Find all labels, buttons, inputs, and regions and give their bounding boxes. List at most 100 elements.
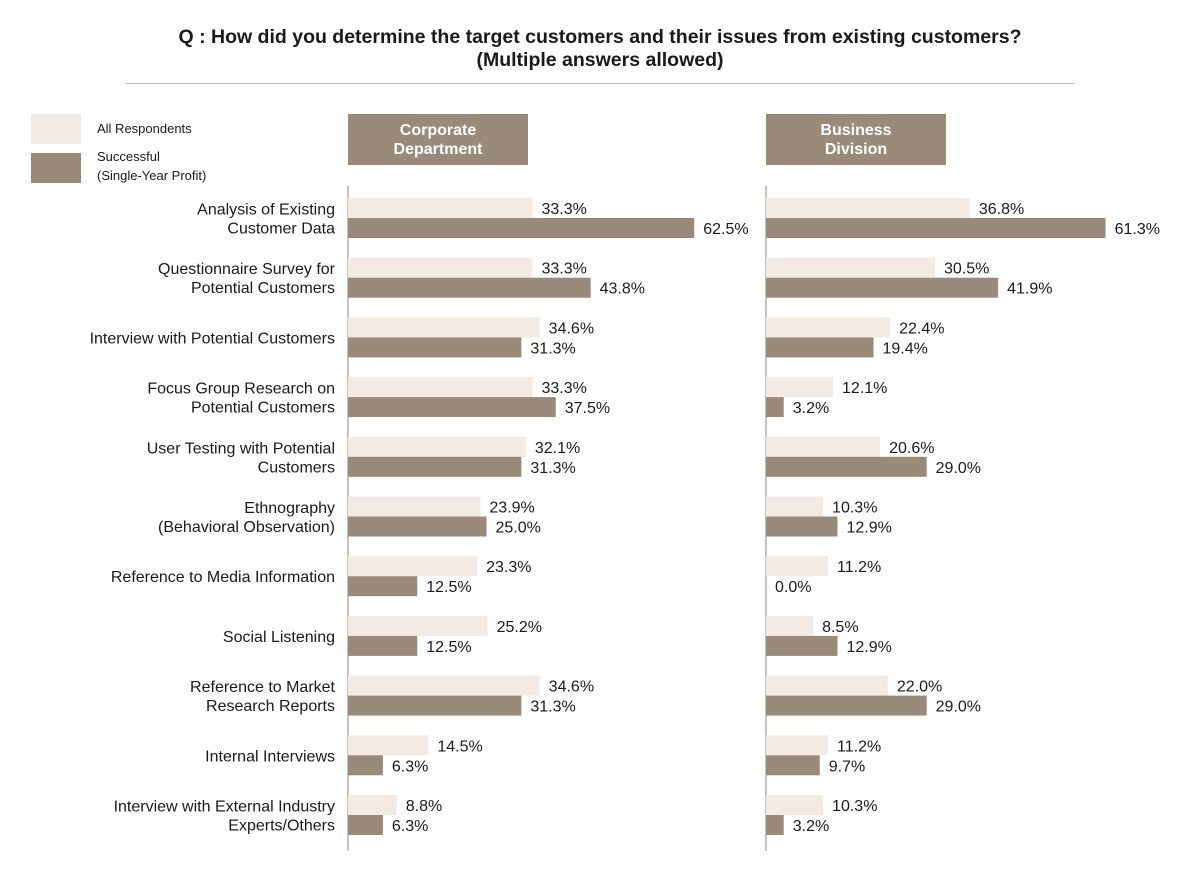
panel-header-corporate-line1: Corporate	[399, 121, 477, 139]
bar-all-panel2-row1	[766, 198, 970, 218]
bar-all-panel2-row8	[766, 615, 814, 636]
value-label-successful-panel1-row1: 62.5%	[703, 221, 748, 238]
bar-successful-panel1-row1	[348, 218, 695, 238]
value-label-all-panel1-row2: 33.3%	[541, 261, 586, 278]
value-label-all-panel2-row10: 11.2%	[837, 738, 881, 755]
value-label-all-panel1-row3: 34.6%	[549, 320, 594, 337]
chart-title-line1: Q : How did you determine the target cus…	[178, 26, 1022, 48]
value-label-all-panel1-row11: 8.8%	[406, 798, 442, 815]
title-divider	[125, 83, 1075, 84]
chart-title-line2: (Multiple answers allowed)	[476, 49, 724, 71]
value-label-successful-panel1-row7: 12.5%	[426, 579, 471, 596]
panel-header-business-line1: Business	[820, 121, 892, 139]
bar-successful-panel1-row5	[348, 456, 522, 477]
category-label-3: Interview with Potential Customers	[90, 330, 335, 347]
bar-all-panel2-row10	[766, 735, 829, 756]
value-label-all-panel2-row5: 20.6%	[889, 440, 934, 457]
value-label-successful-panel2-row8: 12.9%	[846, 639, 891, 656]
bar-all-panel2-row9	[766, 675, 888, 696]
bar-successful-panel2-row9	[766, 695, 927, 716]
value-label-all-panel2-row7: 11.2%	[837, 559, 881, 576]
value-label-successful-panel2-row1: 61.3%	[1115, 221, 1160, 238]
bar-all-panel2-row7	[766, 556, 829, 577]
value-label-all-panel1-row9: 34.6%	[549, 679, 594, 696]
value-label-successful-panel1-row10: 6.3%	[392, 758, 428, 775]
bar-successful-panel2-row4	[766, 397, 784, 418]
bar-successful-panel2-row1	[766, 218, 1106, 238]
bar-all-panel1-row6	[348, 496, 481, 517]
bar-successful-panel1-row4	[348, 397, 556, 418]
bar-all-panel2-row4	[766, 377, 834, 398]
bar-all-panel1-row4	[348, 377, 533, 398]
value-label-successful-panel2-row7: 0.0%	[775, 579, 811, 596]
panel-header-business-line2: Division	[824, 140, 888, 158]
bar-all-panel1-row11	[348, 795, 397, 815]
value-label-successful-panel1-row2: 43.8%	[600, 281, 645, 298]
legend-swatch-all-respondents	[31, 114, 81, 144]
value-label-all-panel2-row8: 8.5%	[822, 619, 858, 636]
value-label-successful-panel2-row11: 3.2%	[793, 818, 829, 835]
legend-swatch-successful	[31, 153, 81, 183]
value-label-all-panel1-row6: 23.9%	[489, 500, 534, 517]
value-label-all-panel1-row4: 33.3%	[541, 380, 586, 397]
category-label-10: Internal Interviews	[205, 748, 335, 765]
bar-successful-panel2-row3	[766, 337, 874, 358]
category-label-1: Analysis of Existing Customer Data	[197, 202, 335, 238]
category-label-7: Reference to Media Information	[111, 569, 335, 586]
category-label-11: Interview with External Industry Experts/…	[114, 799, 335, 835]
bar-successful-panel1-row9	[348, 695, 522, 716]
bar-successful-panel2-row2	[766, 277, 999, 298]
value-label-all-panel2-row4: 12.1%	[842, 380, 887, 397]
value-label-all-panel1-row8: 25.2%	[497, 619, 542, 636]
value-label-successful-panel1-row11: 6.3%	[392, 818, 428, 835]
bar-all-panel1-row7	[348, 556, 478, 577]
category-label-5: User Testing with Potential Customers	[147, 440, 335, 476]
value-label-all-panel2-row2: 30.5%	[944, 261, 989, 278]
bar-successful-panel1-row3	[348, 337, 522, 358]
value-label-all-panel2-row6: 10.3%	[832, 500, 877, 517]
legend-label-successful-line2: (Single-Year Profit)	[97, 168, 207, 183]
value-label-successful-panel1-row8: 12.5%	[426, 639, 471, 656]
category-label-8: Social Listening	[223, 629, 335, 646]
value-label-successful-panel2-row10: 9.7%	[829, 758, 865, 775]
value-label-successful-panel2-row2: 41.9%	[1007, 281, 1052, 298]
legend-label-successful-line1: Successful	[97, 149, 160, 164]
bar-all-panel1-row9	[348, 675, 540, 696]
value-label-successful-panel2-row9: 29.0%	[936, 699, 981, 716]
category-label-6: Ethnography (Behavioral Observation)	[158, 500, 335, 536]
category-label-2: Questionnaire Survey for Potential Custom…	[158, 261, 336, 297]
bar-all-panel1-row8	[348, 615, 488, 636]
legend-label-successful: Successful (Single-Year Profit)	[97, 147, 206, 185]
value-label-successful-panel2-row5: 29.0%	[936, 460, 981, 477]
value-label-successful-panel2-row3: 19.4%	[882, 340, 927, 357]
category-label-4: Focus Group Research on Potential Custome…	[147, 381, 335, 417]
value-label-all-panel2-row11: 10.3%	[832, 798, 877, 815]
value-label-successful-panel1-row3: 31.3%	[530, 340, 575, 357]
panel-header-business-division: Business Division	[766, 114, 946, 165]
bar-successful-panel2-row5	[766, 456, 927, 477]
bar-all-panel1-row10	[348, 735, 429, 756]
value-label-successful-panel1-row9: 31.3%	[530, 699, 575, 716]
category-label-9: Reference to Market Research Reports	[190, 679, 336, 715]
value-label-all-panel2-row3: 22.4%	[899, 320, 944, 337]
bar-all-panel1-row5	[348, 436, 526, 457]
bar-all-panel2-row6	[766, 496, 824, 517]
bar-successful-panel1-row6	[348, 516, 487, 537]
bar-all-panel1-row3	[348, 317, 540, 338]
bar-all-panel1-row2	[348, 257, 533, 278]
panel-header-corporate-line2: Department	[393, 140, 483, 158]
value-label-all-panel1-row10: 14.5%	[437, 738, 482, 755]
value-label-all-panel1-row7: 23.3%	[486, 559, 531, 576]
bar-successful-panel1-row7	[348, 576, 418, 597]
value-label-all-panel2-row1: 36.8%	[979, 201, 1024, 218]
chart-title: Q : How did you determine the target cus…	[100, 26, 1100, 72]
value-label-successful-panel1-row4: 37.5%	[565, 400, 610, 417]
bar-successful-panel2-row6	[766, 516, 838, 537]
panel-header-corporate-department: Corporate Department	[348, 114, 528, 165]
value-label-successful-panel2-row4: 3.2%	[793, 400, 829, 417]
value-label-successful-panel1-row5: 31.3%	[530, 460, 575, 477]
bar-all-panel2-row2	[766, 257, 935, 278]
bar-successful-panel2-row8	[766, 635, 838, 656]
bar-successful-panel1-row2	[348, 277, 591, 298]
